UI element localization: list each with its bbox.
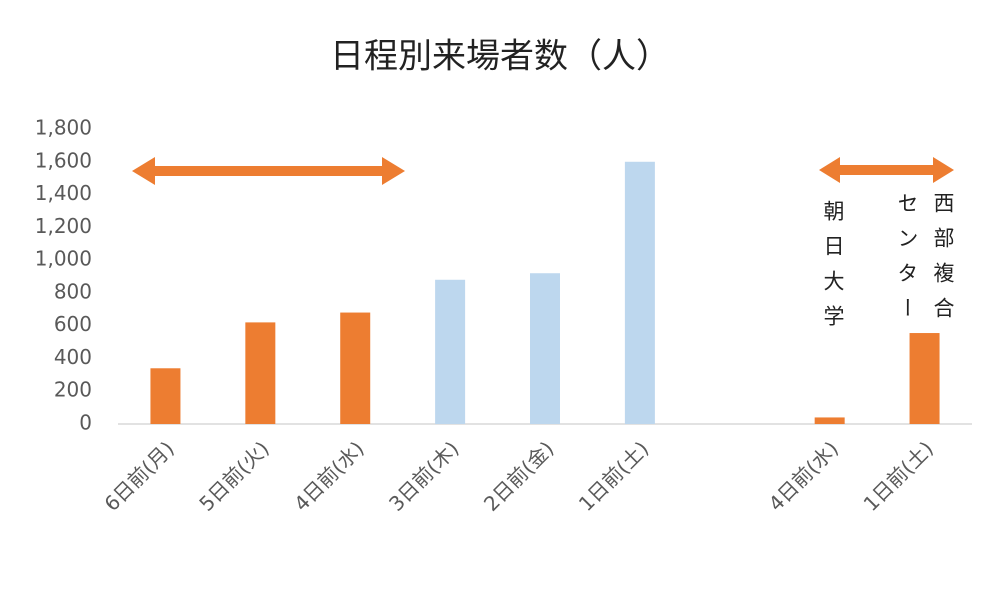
bar	[150, 368, 181, 424]
x-tick-label: 5日前(火)	[194, 436, 273, 515]
y-tick-label: 0	[79, 411, 92, 435]
y-tick-label: 800	[54, 279, 92, 303]
y-tick-label: 400	[54, 345, 92, 369]
chart-title: 日程別来場者数（人）	[330, 37, 670, 77]
bar	[435, 279, 466, 424]
x-tick-label: 1日前(土)	[859, 436, 938, 515]
y-tick-label: 1,000	[35, 247, 92, 271]
y-tick-label: 200	[54, 378, 92, 402]
bar	[340, 312, 371, 424]
bar	[530, 273, 560, 424]
x-tick-label: 6日前(月)	[99, 436, 178, 515]
annotation: 西部複合センター	[895, 192, 955, 332]
bar	[245, 322, 276, 424]
y-tick-label: 1,800	[35, 116, 92, 140]
x-tick-label: 4日前(水)	[289, 436, 368, 515]
y-tick-label: 1,400	[35, 181, 92, 205]
y-tick-label: 600	[54, 312, 92, 336]
range-arrow	[132, 157, 405, 185]
x-tick-label: 1日前(土)	[574, 436, 653, 515]
annotation: 朝日大学	[821, 200, 845, 340]
x-tick-label: 4日前(水)	[764, 436, 843, 515]
x-tick-label: 3日前(木)	[384, 436, 463, 515]
range-arrow	[819, 157, 954, 183]
y-tick-label: 1,200	[35, 214, 92, 238]
bar	[624, 161, 655, 424]
y-tick-label: 1,600	[35, 148, 92, 172]
bar	[814, 417, 845, 424]
x-tick-label: 2日前(金)	[479, 436, 558, 515]
bar	[909, 333, 940, 424]
